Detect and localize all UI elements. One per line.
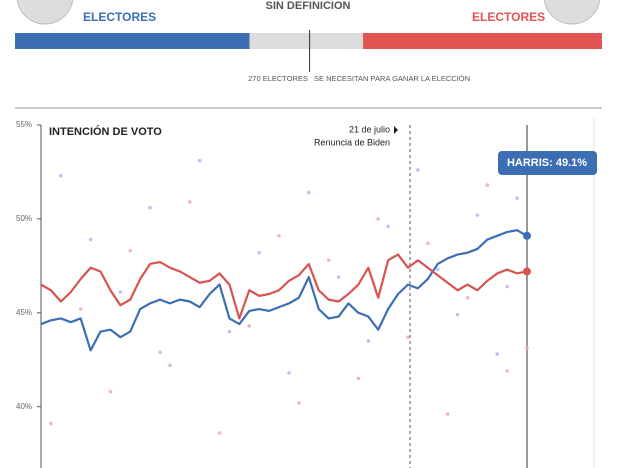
candidate-photo: [543, 0, 601, 25]
poll-dot: [247, 324, 252, 328]
poll-dot: [118, 290, 123, 294]
y-tick-label: 50%: [16, 214, 32, 223]
annotation-date: 21 de julio: [349, 124, 390, 134]
poll-dot: [455, 312, 460, 317]
poll-dot: [49, 421, 53, 426]
poll-dot: [376, 217, 381, 221]
poll-dot: [257, 250, 262, 255]
y-tick-label: 55%: [16, 120, 32, 129]
poll-dot: [217, 431, 222, 435]
annotation-text: Renuncia de Biden: [314, 137, 390, 147]
poll-dot: [426, 241, 430, 246]
end-dot: [523, 267, 531, 276]
poll-dot: [465, 295, 470, 300]
poll-dot: [475, 213, 480, 217]
center-label: SIN DEFINICION: [266, 0, 351, 12]
poll-dot: [485, 183, 490, 187]
poll-dot: [187, 200, 192, 204]
poll-dot: [525, 346, 529, 351]
electoral-segment: [363, 33, 602, 49]
candidate-photo: [16, 0, 74, 25]
poll-dot: [386, 224, 390, 229]
poll-dot: [515, 196, 519, 201]
end-label: HARRIS: 49.1%: [507, 157, 587, 169]
poll-dot: [416, 168, 420, 172]
poll-dot: [88, 237, 93, 242]
poll-dot: [227, 329, 232, 334]
poll-dot: [435, 267, 440, 272]
left-label: ELECTORES: [83, 10, 156, 24]
end-dot: [523, 231, 531, 240]
poll-dot: [287, 371, 291, 375]
right-label: ELECTORES: [472, 10, 545, 24]
chart-title: INTENCIÓN DE VOTO: [49, 125, 162, 138]
poll-dot: [158, 350, 162, 355]
poll-dot: [59, 173, 63, 178]
series-line: [40, 253, 528, 320]
threshold-text: SE NECESITAN PARA GANAR LA ELECCIÓN: [314, 74, 470, 83]
poll-dot: [197, 158, 202, 163]
poll-dot: [356, 376, 361, 381]
electoral-segment: [249, 33, 364, 49]
poll-dot: [495, 352, 500, 356]
poll-dot: [505, 369, 509, 373]
poll-dot: [336, 275, 341, 279]
series-line: [40, 229, 528, 352]
poll-dot: [148, 205, 152, 210]
y-tick-label: 45%: [16, 308, 32, 317]
poll-dot: [306, 190, 311, 195]
poll-dot: [406, 335, 410, 339]
y-tick-label: 40%: [16, 402, 32, 411]
poll-dot: [445, 412, 450, 416]
annotation-arrow: [394, 126, 398, 134]
poll-dot: [366, 339, 371, 343]
poll-dot: [326, 258, 331, 263]
end-label-box: [498, 151, 597, 175]
poll-dot: [297, 401, 301, 405]
poll-dot: [108, 389, 113, 394]
poll-dot: [505, 284, 509, 289]
electoral-segment: [15, 33, 250, 49]
poll-dot: [168, 363, 172, 368]
threshold-label: 270 ELECTORES: [248, 74, 308, 83]
poll-dot: [277, 233, 281, 238]
poll-dot: [128, 249, 133, 253]
poll-dot: [78, 307, 83, 311]
